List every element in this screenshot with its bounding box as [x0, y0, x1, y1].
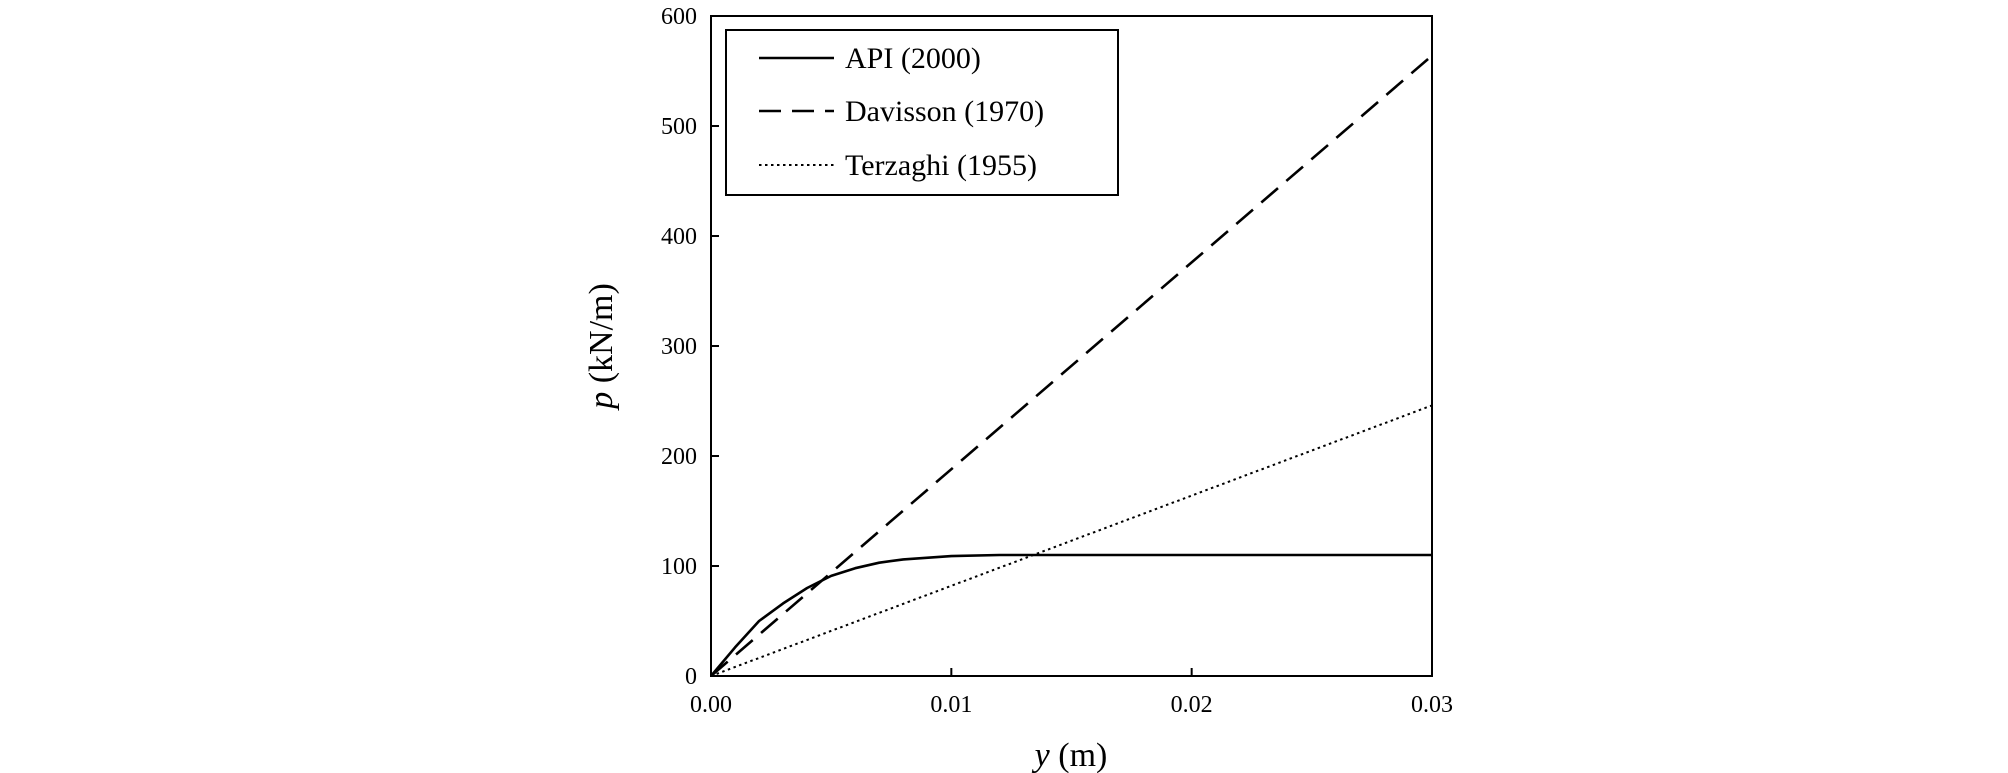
x-axis-title: y (m): [1032, 737, 1108, 773]
series-layer: [710, 54, 1433, 677]
y-axis-variable: p: [583, 392, 620, 411]
x-tick-label: 0.03: [1411, 692, 1453, 718]
y-axis-title: p (kN/m): [583, 283, 620, 411]
series-line-2: [710, 54, 1433, 677]
legend-label-1: API (2000): [845, 42, 981, 75]
x-tick-label: 0.01: [930, 692, 972, 718]
y-tick-label: 0: [685, 664, 697, 690]
x-tick-label: 0.02: [1171, 692, 1213, 718]
y-axis-ticks: 0 100 200 300 400 500 600: [661, 4, 719, 690]
y-tick-label: 100: [661, 554, 697, 580]
y-tick-label: 200: [661, 444, 697, 470]
y-tick-label: 400: [661, 224, 697, 250]
x-axis-variable: y: [1032, 737, 1051, 773]
y-tick-label: 300: [661, 334, 697, 360]
legend-entries: API (2000) Davisson (1970) Terzaghi (1955): [759, 42, 1044, 182]
legend-label-2: Davisson (1970): [845, 95, 1044, 128]
x-axis-ticks: 0.00 0.01 0.02 0.03: [690, 668, 1453, 718]
series-line-1: [710, 553, 1432, 677]
legend-label-3: Terzaghi (1955): [845, 149, 1037, 182]
y-axis-unit: (kN/m): [583, 283, 620, 392]
y-tick-label: 500: [661, 114, 697, 140]
y-tick-label: 600: [661, 4, 697, 30]
legend: API (2000) Davisson (1970) Terzaghi (1955): [725, 29, 1119, 196]
series-line-3: [710, 404, 1433, 677]
x-tick-label: 0.00: [690, 692, 732, 718]
x-axis-unit: (m): [1050, 737, 1108, 773]
